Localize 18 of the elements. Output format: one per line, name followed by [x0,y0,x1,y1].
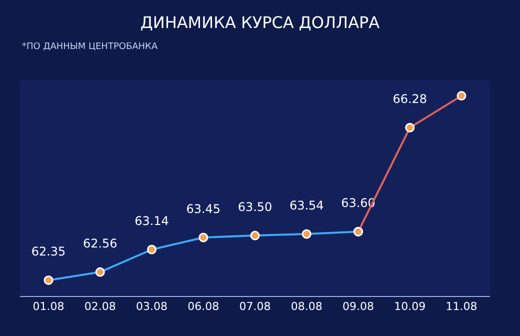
data-label: 63.50 [238,200,272,214]
x-tick-label: 11.08 [446,300,478,314]
x-tick-label: 06.08 [188,300,220,314]
x-tick-label: 08.08 [290,300,322,314]
x-tick-label: 09.08 [342,300,374,314]
x-tick-label: 01.08 [32,300,64,314]
data-label: 63.45 [186,202,221,216]
x-tick-label: 02.08 [84,300,116,314]
data-label: 62.35 [31,244,66,259]
x-tick-label: 10.09 [394,300,426,314]
data-label: 63.14 [134,214,169,228]
data-label: 62.56 [82,236,118,250]
x-tick-label: 03.08 [136,300,168,314]
chart-title: ДИНАМИКА КУРСА ДОЛЛАРА [140,13,380,32]
data-label: 63.54 [289,198,324,212]
x-tick-label: 07.08 [239,300,271,314]
data-label: 66.28 [392,92,428,106]
chart-subtitle: *ПО ДАННЫМ ЦЕНТРОБАНКА [22,42,158,52]
